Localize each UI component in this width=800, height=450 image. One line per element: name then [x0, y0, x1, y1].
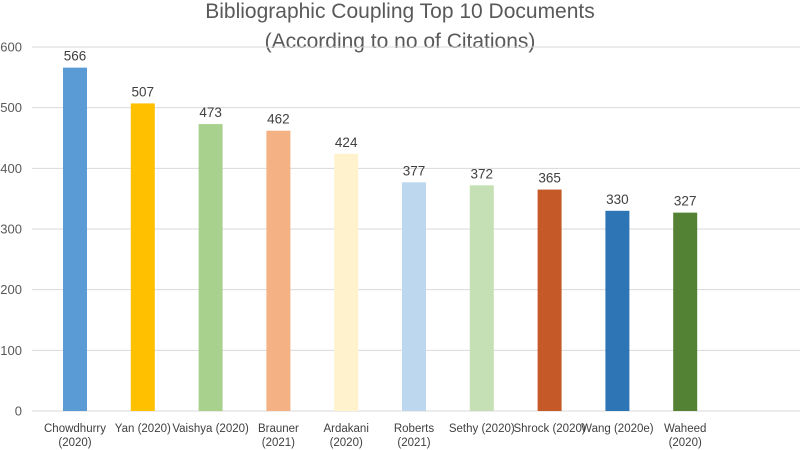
x-axis-categories: Chowdhurry (2020) Yan (2020) Vaishya (2020)…: [44, 423, 706, 449]
category-label-line: (2021): [262, 437, 295, 449]
bar: [469, 185, 494, 411]
y-tick-label: 200: [0, 282, 22, 297]
chart-title-line: Bibliographic Coupling Top 10 Documents: [205, 0, 595, 23]
category-label-line: (2020): [58, 437, 91, 449]
category-label: Shrock (2020): [513, 423, 585, 435]
data-labels: 566 507 473 462 424 377 372 365 330 327: [64, 49, 697, 209]
category-label-line: Wang (2020e): [581, 423, 654, 435]
bar: [402, 182, 426, 411]
chart-title-line: (According to no of Citations): [265, 30, 536, 53]
bar: [537, 189, 562, 411]
category-label: Waheed (2020): [664, 423, 706, 449]
y-tick-label: 400: [0, 161, 22, 176]
data-label: 365: [538, 171, 561, 186]
bar: [334, 153, 359, 412]
category-label: Roberts (2021): [394, 423, 435, 449]
bar: [673, 212, 698, 411]
data-label: 462: [267, 112, 290, 127]
category-label-line: Shrock (2020): [513, 423, 585, 435]
data-label: 473: [199, 105, 222, 120]
category-label: Sethy (2020): [449, 423, 515, 435]
chart-title: Bibliographic Coupling Top 10 Documents (…: [205, 0, 595, 53]
category-label-line: Roberts: [394, 423, 435, 435]
bar: [63, 67, 87, 412]
y-axis-ticks: 0 100 200 300 400 500 600: [0, 40, 22, 419]
category-label: Vaishya (2020): [172, 423, 249, 435]
bar: [130, 103, 155, 412]
category-label-line: Chowdhurry: [44, 423, 106, 435]
category-label: Chowdhurry (2020): [44, 423, 106, 449]
category-label-line: (2021): [397, 437, 430, 449]
category-label: Yan (2020): [115, 423, 171, 435]
bar: [266, 130, 291, 411]
bars: [63, 67, 698, 412]
data-label: 327: [674, 194, 697, 209]
y-tick-label: 100: [0, 343, 22, 358]
y-tick-label: 600: [0, 40, 22, 55]
data-label: 330: [606, 192, 629, 207]
category-label-line: Sethy (2020): [449, 423, 515, 435]
bar: [198, 124, 223, 412]
data-label: 372: [471, 166, 494, 181]
data-label: 566: [64, 49, 87, 64]
category-label-line: Yan (2020): [115, 423, 171, 435]
y-tick-label: 300: [0, 222, 22, 237]
category-label-line: (2020): [669, 437, 702, 449]
category-label-line: Waheed: [664, 423, 706, 435]
y-tick-label: 0: [15, 404, 22, 419]
y-tick-label: 500: [0, 100, 22, 115]
bar: [605, 210, 630, 411]
data-label: 507: [132, 84, 155, 99]
category-label-line: Ardakani: [324, 423, 369, 435]
category-label: Wang (2020e): [581, 423, 654, 435]
category-label-line: Brauner: [258, 423, 299, 435]
category-label: Brauner (2021): [258, 423, 299, 449]
category-label-line: (2020): [330, 437, 363, 449]
data-label: 424: [335, 135, 358, 150]
category-label-line: Vaishya (2020): [172, 423, 249, 435]
data-label: 377: [403, 163, 426, 178]
category-label: Ardakani (2020): [324, 423, 369, 449]
